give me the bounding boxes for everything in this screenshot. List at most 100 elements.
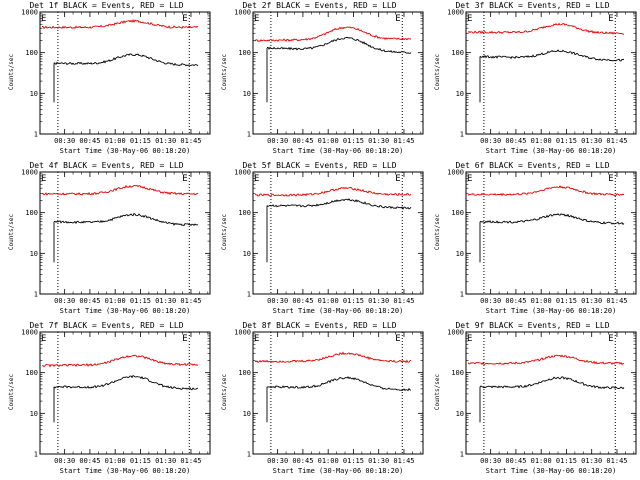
x-tick-label: 00:45 xyxy=(292,457,313,465)
x-tick-label: 01:00 xyxy=(105,297,126,305)
y-tick-label: 100 xyxy=(25,209,38,217)
plot-canvas: 1 10 100 1000 00:30 00:45 01:00 01:15 01:30 01:45… xyxy=(447,329,637,465)
y-axis-label: Counts/sec xyxy=(221,373,228,411)
detector-panel: 1 10 100 1000 00:30 00:45 01:00 01:15 01:30 01:45… xyxy=(213,320,426,480)
panel-title: Det 2f BLACK = Events, RED = LLD xyxy=(242,1,397,10)
y-tick-label: 100 xyxy=(451,209,464,217)
plot-canvas: 1 10 100 1000 00:30 00:45 01:00 01:15 01:30 01:45… xyxy=(447,169,637,305)
y-axis-label: Counts/sec xyxy=(434,373,441,411)
y-tick-label: 1000 xyxy=(234,329,251,337)
panel-title: Det 3f BLACK = Events, RED = LLD xyxy=(455,1,610,10)
x-tick-label: 00:30 xyxy=(480,457,501,465)
lld-series-line xyxy=(41,184,199,196)
y-tick-label: 1000 xyxy=(21,329,38,337)
plot-canvas: 1 10 100 1000 00:30 00:45 01:00 01:15 01:30 01:45… xyxy=(234,329,424,465)
events-series-line xyxy=(266,376,412,392)
plot-frame xyxy=(39,331,211,455)
e-marker-label: E xyxy=(41,14,46,24)
y-axis-label: Counts/sec xyxy=(8,213,15,251)
y-tick-label: 100 xyxy=(25,49,38,57)
events-series-line xyxy=(479,213,625,225)
x-tick-label: 01:15 xyxy=(343,137,364,145)
y-tick-label: 10 xyxy=(243,250,251,258)
x-tick-label: 01:15 xyxy=(130,457,151,465)
x-tick-label: 00:45 xyxy=(79,297,100,305)
x-tick-label: 00:30 xyxy=(54,137,75,145)
x-axis-label: Start Time (30-May-06 00:18:20) xyxy=(485,307,617,315)
x-tick-label: 01:15 xyxy=(343,297,364,305)
events-series-line xyxy=(53,212,199,227)
x-tick-label: 00:30 xyxy=(480,137,501,145)
events-series-line xyxy=(479,49,625,62)
x-tick-label: 01:15 xyxy=(556,137,577,145)
e-marker-label: E xyxy=(395,174,400,184)
y-tick-label: 10 xyxy=(456,90,464,98)
y-axis-label: Counts/sec xyxy=(221,213,228,251)
y-tick-label: 1 xyxy=(34,131,38,139)
x-tick-label: 01:45 xyxy=(393,137,414,145)
detector-panel: 1 10 100 1000 00:30 00:45 01:00 01:15 01:30 01:45… xyxy=(0,320,213,480)
x-tick-label: 01:15 xyxy=(130,137,151,145)
y-tick-label: 10 xyxy=(456,410,464,418)
x-tick-label: 00:45 xyxy=(505,297,526,305)
e-marker-label: E xyxy=(608,174,613,184)
x-tick-label: 01:30 xyxy=(368,297,389,305)
x-tick-label: 01:30 xyxy=(155,137,176,145)
y-tick-label: 1 xyxy=(34,291,38,299)
x-tick-label: 00:30 xyxy=(267,297,288,305)
plot-frame xyxy=(465,171,637,295)
e-marker-label: E xyxy=(395,334,400,344)
plot-canvas: 1 10 100 1000 00:30 00:45 01:00 01:15 01:30 01:45… xyxy=(21,9,211,145)
y-tick-label: 100 xyxy=(238,369,251,377)
y-tick-label: 1000 xyxy=(21,169,38,177)
x-tick-label: 00:30 xyxy=(54,297,75,305)
x-tick-label: 01:30 xyxy=(581,137,602,145)
y-tick-label: 1000 xyxy=(447,169,464,177)
y-tick-label: 100 xyxy=(451,369,464,377)
y-tick-label: 1000 xyxy=(447,9,464,17)
y-tick-label: 1000 xyxy=(234,169,251,177)
x-tick-label: 00:45 xyxy=(505,457,526,465)
x-tick-label: 01:45 xyxy=(393,297,414,305)
lld-series-line xyxy=(254,26,412,42)
x-tick-label: 01:00 xyxy=(105,457,126,465)
x-axis-label: Start Time (30-May-06 00:18:20) xyxy=(59,147,191,155)
y-tick-label: 1 xyxy=(247,291,251,299)
e-marker-label: E xyxy=(182,174,187,184)
x-tick-label: 01:00 xyxy=(531,457,552,465)
y-tick-label: 1000 xyxy=(234,9,251,17)
y-tick-label: 10 xyxy=(30,410,38,418)
e-marker-label: E xyxy=(467,14,472,24)
panel-title: Det 7f BLACK = Events, RED = LLD xyxy=(29,321,184,330)
y-axis-label: Counts/sec xyxy=(8,53,15,91)
panel-title: Det 4f BLACK = Events, RED = LLD xyxy=(29,161,184,170)
x-tick-label: 01:15 xyxy=(130,297,151,305)
panel-title: Det 8f BLACK = Events, RED = LLD xyxy=(242,321,397,330)
plot-canvas: 1 10 100 1000 00:30 00:45 01:00 01:15 01:30 01:45… xyxy=(21,329,211,465)
plot-canvas: 1 10 100 1000 00:30 00:45 01:00 01:15 01:30 01:45… xyxy=(234,9,424,145)
x-axis-label: Start Time (30-May-06 00:18:20) xyxy=(272,147,404,155)
panel-title: Det 1f BLACK = Events, RED = LLD xyxy=(29,1,184,10)
detector-panel: 1 10 100 1000 00:30 00:45 01:00 01:15 01:30 01:45… xyxy=(426,320,639,480)
y-tick-label: 10 xyxy=(456,250,464,258)
events-series-line xyxy=(266,36,412,54)
y-tick-label: 10 xyxy=(30,90,38,98)
x-axis-label: Start Time (30-May-06 00:18:20) xyxy=(272,307,404,315)
x-tick-label: 01:30 xyxy=(155,297,176,305)
y-axis-label: Counts/sec xyxy=(221,53,228,91)
plot-frame xyxy=(465,11,637,135)
x-tick-label: 01:45 xyxy=(180,137,201,145)
events-series-line xyxy=(479,376,625,390)
y-tick-label: 1 xyxy=(34,451,38,459)
y-tick-label: 1 xyxy=(247,451,251,459)
y-tick-label: 100 xyxy=(238,49,251,57)
plot-canvas: 1 10 100 1000 00:30 00:45 01:00 01:15 01:30 01:45… xyxy=(447,9,637,145)
events-series-line xyxy=(266,198,412,210)
x-tick-label: 01:30 xyxy=(155,457,176,465)
events-series-line xyxy=(53,53,199,67)
detector-panel: 1 10 100 1000 00:30 00:45 01:00 01:15 01:30 01:45… xyxy=(213,0,426,160)
y-axis-label: Counts/sec xyxy=(8,373,15,411)
e-marker-label: E xyxy=(254,174,259,184)
x-tick-label: 01:00 xyxy=(531,137,552,145)
y-tick-label: 100 xyxy=(238,209,251,217)
